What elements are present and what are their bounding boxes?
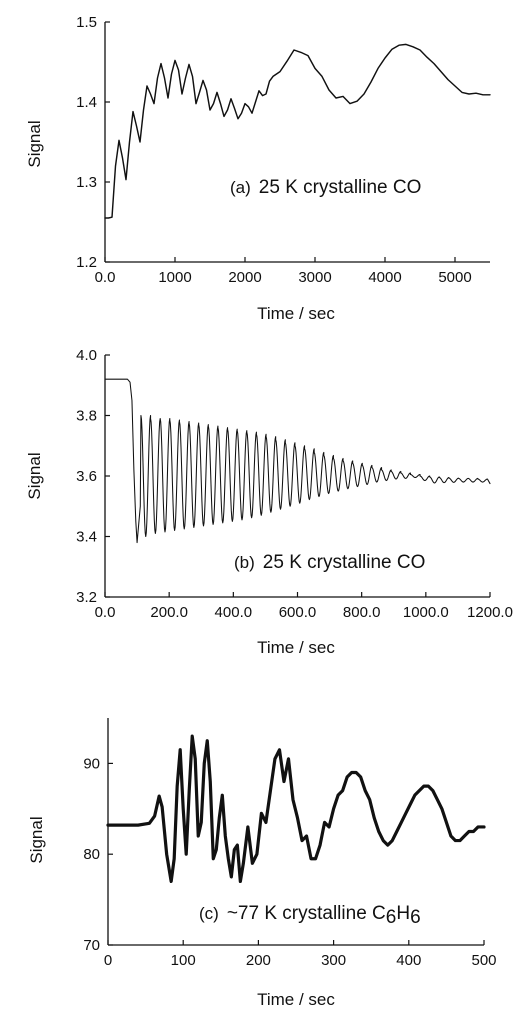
panel-b-x-tick-label-4: 800.0 <box>343 604 381 621</box>
panel-a-y-tick-label-1: 1.3 <box>76 174 97 191</box>
panel-b-annotation-text: 25 K crystalline CO <box>263 552 426 573</box>
panel-c-x-tick-label-0: 0 <box>104 952 112 969</box>
panel-b-ylabel: Signal <box>25 452 44 499</box>
panel-a-series-line <box>104 43 491 219</box>
panel-c-subscript-6b: 6 <box>410 907 421 928</box>
panel-c-label: (c) <box>199 904 219 923</box>
panel-a-x-tick-label-1: 1000 <box>158 269 191 286</box>
panel-a-x-tick-label-3: 3000 <box>298 269 331 286</box>
panel-b-x-tick-label-6: 1200.0 <box>467 604 513 621</box>
panel-b-y-tick-label-2: 3.6 <box>76 468 97 485</box>
panel-a: Signal Time / sec (a) 25 K crystalline CO… <box>25 14 491 323</box>
panel-c-x-tick-label-4: 400 <box>396 952 421 969</box>
panel-b-y-tick-label-1: 3.4 <box>76 529 97 546</box>
panel-c-annotation: (c) ~77 K crystalline C6H6 <box>199 903 421 928</box>
panel-a-axes: 0.0 1000 2000 3000 4000 5000 1.2 1.3 1.4 1.5 <box>76 14 490 286</box>
panel-b-y-tick-label-4: 4.0 <box>76 347 97 364</box>
panel-a-x-tick-label-4: 4000 <box>368 269 401 286</box>
panel-b-x-tick-label-1: 200.0 <box>150 604 188 621</box>
panel-b-axes: 0.0 200.0 400.0 600.0 800.0 1000.0 1200.0 3.2 3.… <box>76 347 513 621</box>
panel-b-y-tick-label-3: 3.8 <box>76 408 97 425</box>
panel-a-x-tick-label-2: 2000 <box>228 269 261 286</box>
panel-c-y-tick-label-0: 70 <box>83 937 100 954</box>
panel-b-x-tick-label-5: 1000.0 <box>403 604 449 621</box>
panel-b-series-line <box>104 378 491 544</box>
panel-c-x-tick-label-1: 100 <box>171 952 196 969</box>
panel-c-xlabel: Time / sec <box>257 990 335 1009</box>
panel-a-label: (a) <box>230 178 251 197</box>
panel-c-x-tick-label-2: 200 <box>246 952 271 969</box>
panel-a-x-tick-label-5: 5000 <box>438 269 471 286</box>
panel-a-y-tick-label-3: 1.5 <box>76 14 97 31</box>
panel-a-y-tick-label-0: 1.2 <box>76 254 97 271</box>
panel-a-x-tick-label-0: 0.0 <box>95 269 116 286</box>
panel-c-x-tick-label-3: 300 <box>321 952 346 969</box>
panel-b-x-tick-label-2: 400.0 <box>215 604 253 621</box>
panel-b: Signal Time / sec (b) 25 K crystalline CO… <box>25 347 513 657</box>
panel-c-x-tick-label-5: 500 <box>471 952 496 969</box>
panel-c-axes: 0 100 200 300 400 500 70 80 90 <box>83 718 497 969</box>
panel-a-xlabel: Time / sec <box>257 304 335 323</box>
panel-c-y-tick-label-1: 80 <box>83 846 100 863</box>
panel-a-annotation: (a) 25 K crystalline CO <box>230 177 421 198</box>
panel-c-y-tick-label-2: 90 <box>83 755 100 772</box>
panel-b-annotation: (b) 25 K crystalline CO <box>234 552 425 573</box>
panel-b-x-tick-label-0: 0.0 <box>95 604 116 621</box>
panel-b-x-tick-label-3: 600.0 <box>279 604 317 621</box>
panel-c-subscript-6a: 6 <box>386 907 397 928</box>
panel-b-label: (b) <box>234 553 255 572</box>
panel-a-annotation-text: 25 K crystalline CO <box>259 177 422 198</box>
panel-c-series-line <box>106 734 486 884</box>
panel-a-ylabel: Signal <box>25 120 44 167</box>
panel-c-annotation-text: ~77 K crystalline C <box>227 903 386 924</box>
panel-b-xlabel: Time / sec <box>257 638 335 657</box>
panel-a-y-tick-label-2: 1.4 <box>76 94 97 111</box>
panel-c: Signal Time / sec (c) ~77 K crystalline C… <box>27 718 497 1009</box>
panel-b-y-tick-label-0: 3.2 <box>76 589 97 606</box>
panel-c-ylabel: Signal <box>27 816 46 863</box>
panel-c-h: H <box>396 903 410 924</box>
